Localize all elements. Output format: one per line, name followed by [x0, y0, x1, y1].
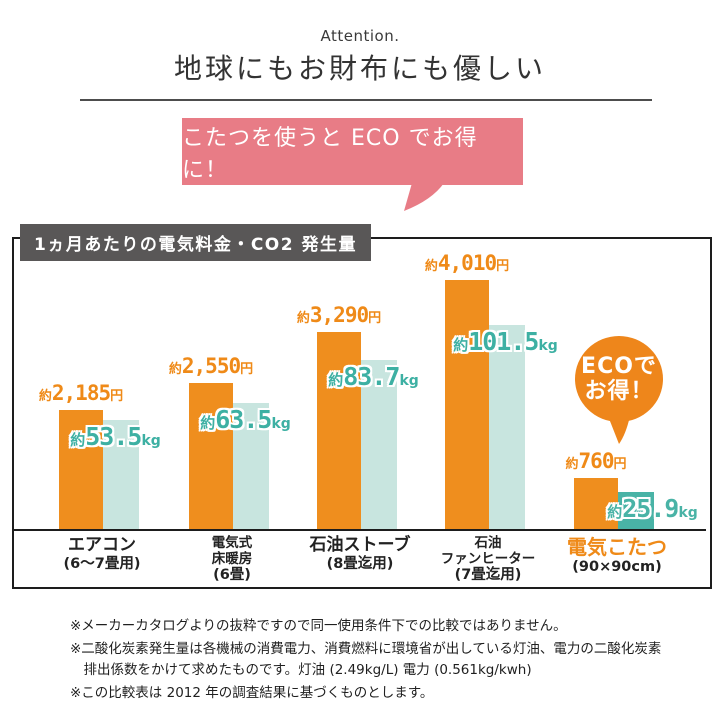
- cost-value-label: 約760円: [565, 449, 627, 473]
- category-label-line: (90×90cm): [572, 559, 662, 575]
- category-label-line: 電気こたつ: [567, 535, 667, 559]
- chart-category-labels: エアコン (6〜7畳用) 電気式 床暖房 (6畳) 石油ストーブ (8畳迄用) 石油 ファンヒー…: [14, 531, 706, 583]
- category-label-line: 床暖房: [211, 550, 253, 567]
- category-label-line: ファンヒーター: [440, 550, 536, 567]
- chart-bars: 約2,185円約53.5kg 約2,550円約63.5kg 約3,290円約83.7…: [14, 239, 706, 529]
- category-label-line: エアコン: [68, 535, 136, 555]
- category-label: 電気こたつ (90×90cm): [567, 531, 667, 576]
- category-label-line: (6〜7畳用): [63, 555, 141, 572]
- speech-bubble-text: こたつを使うと ECO でお得に！: [182, 125, 478, 183]
- cost-bar: [189, 383, 233, 529]
- eyebrow-text: Attention.: [320, 27, 400, 45]
- co2-value-label: 約83.7kg: [328, 362, 419, 391]
- chart-baseline: [14, 529, 706, 531]
- eco-badge: ECOで お得！: [575, 336, 663, 422]
- speech-bubble: こたつを使うと ECO でお得に！: [182, 118, 523, 185]
- category-label-line: (7畳迄用): [454, 567, 522, 584]
- category-label: 石油ストーブ (8畳迄用): [310, 531, 411, 572]
- category-label-line: 石油: [474, 535, 502, 551]
- category-label-line: (6畳): [213, 567, 251, 584]
- footnote-2: ※二酸化炭素発生量は各機械の消費電力、消費燃料に環境省が出している灯油、電力の二…: [70, 640, 662, 678]
- cost-bar: [59, 410, 103, 529]
- footnote-3: ※この比較表は 2012 年の調査結果に基づくものとします。: [70, 684, 434, 701]
- cost-bar: [445, 280, 489, 529]
- co2-value-label: 約25.9kg: [607, 494, 698, 523]
- page-title: 地球にもお財布にも優しい: [173, 52, 546, 85]
- eco-badge-line1: ECOで: [581, 353, 657, 379]
- cost-bar: [317, 332, 361, 529]
- cost-bar: [574, 478, 618, 529]
- chart-title-badge: 1ヵ月あたりの電気料金・CO2 発生量: [20, 224, 372, 261]
- cost-value-label: 約3,290円: [296, 303, 382, 327]
- category-label: エアコン (6〜7畳用): [64, 531, 141, 572]
- co2-value-label: 約101.5kg: [453, 327, 558, 356]
- category-label: 電気式 床暖房 (6畳): [212, 531, 253, 584]
- speech-bubble-tail-icon: [404, 183, 444, 211]
- cost-value-label: 約4,010円: [424, 251, 510, 275]
- footnotes: ※メーカーカタログよりの抜粋ですので同一使用条件下での比較ではありません。 ※二…: [70, 616, 672, 706]
- cost-value-label: 約2,550円: [168, 354, 254, 378]
- category-label: 石油 ファンヒーター (7畳迄用): [441, 531, 536, 584]
- category-label-line: (8畳迄用): [326, 555, 394, 572]
- eco-badge-line2: お得！: [584, 379, 654, 404]
- divider-line: [80, 99, 652, 101]
- category-label-line: 石油ストーブ: [309, 535, 411, 555]
- co2-value-label: 約63.5kg: [200, 405, 291, 434]
- footnote-1: ※メーカーカタログよりの抜粋ですので同一使用条件下での比較ではありません。: [70, 618, 567, 634]
- eco-badge-tail-icon: [608, 416, 630, 444]
- category-label-line: 電気式: [211, 535, 253, 551]
- co2-value-label: 約53.5kg: [70, 422, 161, 451]
- cost-value-label: 約2,185円: [38, 381, 124, 405]
